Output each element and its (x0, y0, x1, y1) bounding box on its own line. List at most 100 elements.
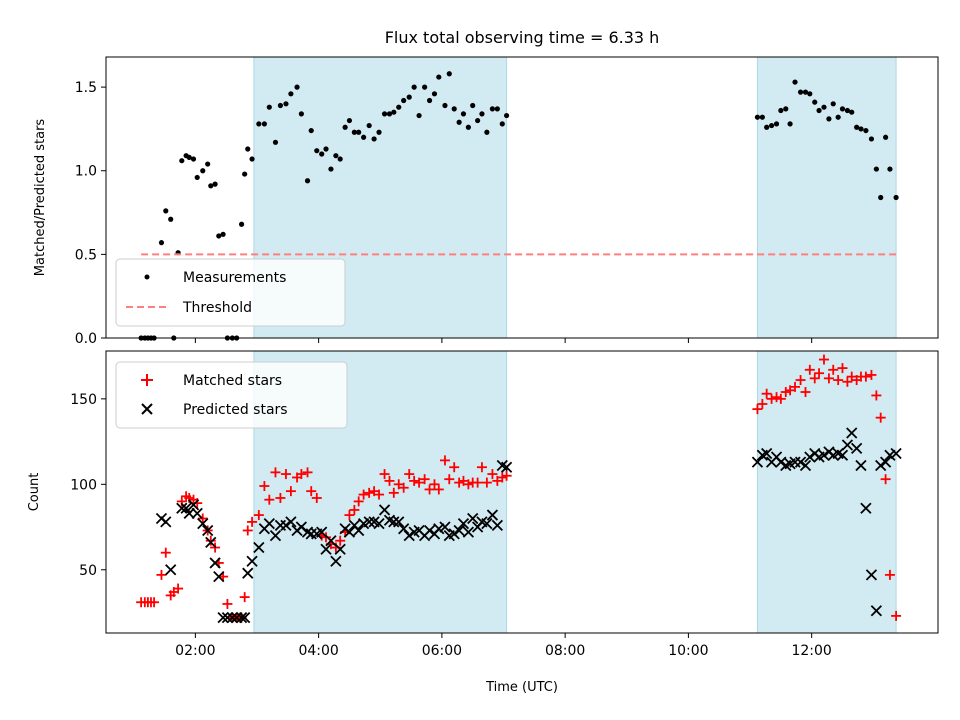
measurement-point (337, 156, 343, 162)
measurement-point (479, 111, 485, 117)
measurement-point (499, 121, 505, 127)
measurement-point (456, 119, 462, 125)
matched-point (814, 368, 825, 379)
measurement-point (451, 106, 457, 112)
matched-point (800, 387, 811, 398)
measurement-point (179, 158, 185, 164)
legend-predicted-marker (141, 403, 153, 415)
top-x-ticks (194, 338, 813, 343)
predicted-point (865, 569, 878, 581)
measurement-point (333, 153, 339, 159)
top-y-axis-label: Matched/Predicted stars (33, 119, 48, 277)
measurement-point (376, 129, 382, 135)
predicted-point (500, 461, 513, 473)
measurement-point (503, 112, 510, 119)
measurement-point (186, 154, 192, 160)
matched-point (790, 381, 801, 392)
measurement-point (470, 102, 476, 109)
measurement-point (821, 104, 827, 110)
matched-point (766, 393, 777, 404)
legend-threshold-label: Threshold (182, 300, 252, 316)
measurement-point (220, 231, 226, 237)
matched-point (285, 486, 296, 497)
x-tick-label: 04:00 (298, 643, 338, 659)
bottom-axes-frame (105, 350, 939, 634)
bottom-x-ticks: 02:00 04:00 06:00 08:00 10:00 12:00 (175, 633, 832, 659)
predicted-point (860, 502, 872, 514)
measurement-point (314, 148, 320, 154)
predicted-point (467, 512, 479, 525)
predicted-point (373, 517, 385, 530)
matched-point (761, 388, 772, 399)
measurement-point (216, 233, 222, 239)
matched-point (270, 467, 281, 478)
matched-point (349, 504, 360, 515)
measurement-point (319, 151, 325, 157)
x-tick-label: 06:00 (422, 643, 462, 659)
legend-predicted-label: Predicted stars (183, 402, 288, 418)
predicted-point (176, 502, 188, 514)
measurement-point (205, 161, 211, 167)
predicted-point (246, 555, 258, 567)
highlight-band (756, 56, 897, 339)
highlight-band (756, 350, 897, 634)
measurement-point (778, 107, 784, 114)
matched-point (404, 469, 415, 480)
measurement-point (754, 114, 761, 120)
matched-point (771, 392, 782, 403)
measurement-point (807, 91, 813, 97)
measurement-point (406, 94, 412, 100)
matched-point (884, 569, 895, 580)
y-tick-label: 150 (70, 392, 97, 408)
matched-point (439, 455, 450, 466)
predicted-point (217, 611, 229, 624)
measurement-point (489, 106, 496, 112)
predicted-point (388, 516, 400, 528)
measurement-point (465, 124, 471, 130)
predicted-point (285, 516, 297, 528)
predicted-point (316, 526, 328, 538)
matched-point (795, 375, 806, 386)
matched-point (259, 481, 270, 492)
measurement-point (475, 117, 481, 124)
y-tick-label: 50 (79, 563, 97, 579)
predicted-point (486, 509, 499, 521)
matched-point (497, 472, 508, 483)
measurement-point (283, 101, 289, 107)
measurement-point (868, 136, 875, 142)
measurement-point (787, 121, 793, 127)
top-axes-frame (105, 56, 939, 339)
measurement-point (826, 116, 832, 122)
predicted-point (231, 611, 243, 624)
predicted-point (226, 611, 238, 624)
measurement-point (381, 111, 388, 117)
measurement-point (436, 74, 442, 80)
measurement-point (873, 166, 879, 172)
matched-point (239, 592, 250, 603)
measurement-point (401, 97, 407, 104)
predicted-point (191, 507, 203, 520)
measurement-point (288, 91, 294, 97)
matched-point (842, 376, 853, 387)
measurement-point (446, 71, 452, 77)
predicted-point (818, 449, 830, 461)
measurement-point (830, 101, 836, 107)
measurement-point (308, 127, 314, 134)
matched-point (311, 492, 322, 503)
predicted-point (242, 567, 254, 579)
predicted-point (343, 526, 356, 538)
measurement-point (361, 134, 367, 140)
matched-point (388, 487, 399, 498)
predicted-point (439, 521, 451, 533)
top-legend-box (115, 258, 346, 327)
predicted-point (239, 611, 251, 624)
matched-point (264, 494, 275, 505)
measurement-point (346, 117, 353, 124)
bottom-highlight-bands (253, 350, 897, 634)
predicted-point (761, 447, 773, 460)
predicted-point (481, 517, 493, 530)
measurement-point (773, 121, 780, 127)
bottom-y-ticks: 50 100 150 (70, 392, 106, 579)
measurement-point (484, 129, 490, 135)
